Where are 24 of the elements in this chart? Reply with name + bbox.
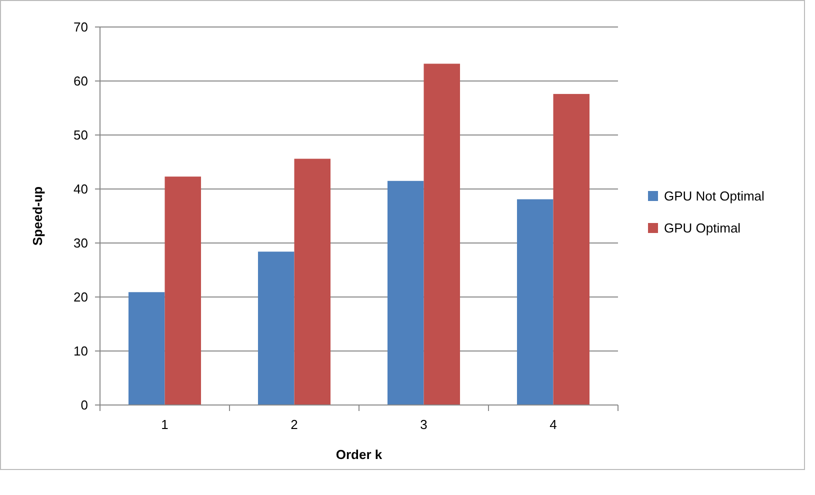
bar <box>424 64 460 405</box>
y-tick-label: 40 <box>74 182 88 197</box>
y-tick-label: 30 <box>74 236 88 251</box>
x-tick-label: 1 <box>161 417 168 432</box>
y-tick-label: 70 <box>74 20 88 35</box>
bar <box>294 158 331 405</box>
bar <box>258 252 294 405</box>
bar <box>553 94 590 405</box>
y-tick-label: 10 <box>74 344 88 359</box>
bar <box>516 199 554 405</box>
y-axis-title: Speed-up <box>30 186 45 246</box>
legend-label: GPU Not Optimal <box>664 188 765 204</box>
legend-label: GPU Optimal <box>664 220 741 236</box>
y-tick-label: 0 <box>80 398 88 413</box>
bar <box>128 292 165 405</box>
y-tick-label: 60 <box>74 74 88 89</box>
x-tick-label: 4 <box>550 417 557 432</box>
y-tick-label: 20 <box>74 290 88 305</box>
bar <box>164 176 202 405</box>
y-tick-label: 50 <box>74 128 88 143</box>
x-tick-label: 2 <box>290 417 298 432</box>
x-axis-title: Order k <box>336 447 383 462</box>
bar <box>387 180 424 405</box>
x-tick-label: 3 <box>420 417 428 432</box>
